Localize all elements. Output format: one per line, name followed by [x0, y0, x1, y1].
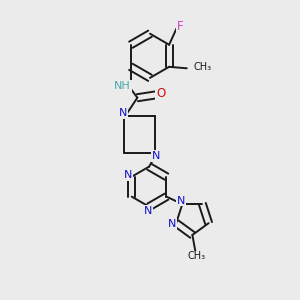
Text: N: N: [124, 170, 132, 180]
Text: O: O: [156, 87, 166, 101]
Text: N: N: [143, 206, 152, 215]
Text: N: N: [168, 219, 176, 229]
Text: CH₃: CH₃: [187, 251, 205, 261]
Text: N: N: [119, 108, 128, 118]
Text: CH₃: CH₃: [193, 62, 212, 72]
Text: NH: NH: [114, 81, 131, 91]
Text: N: N: [177, 196, 185, 206]
Text: N: N: [152, 151, 160, 161]
Text: F: F: [177, 20, 183, 33]
